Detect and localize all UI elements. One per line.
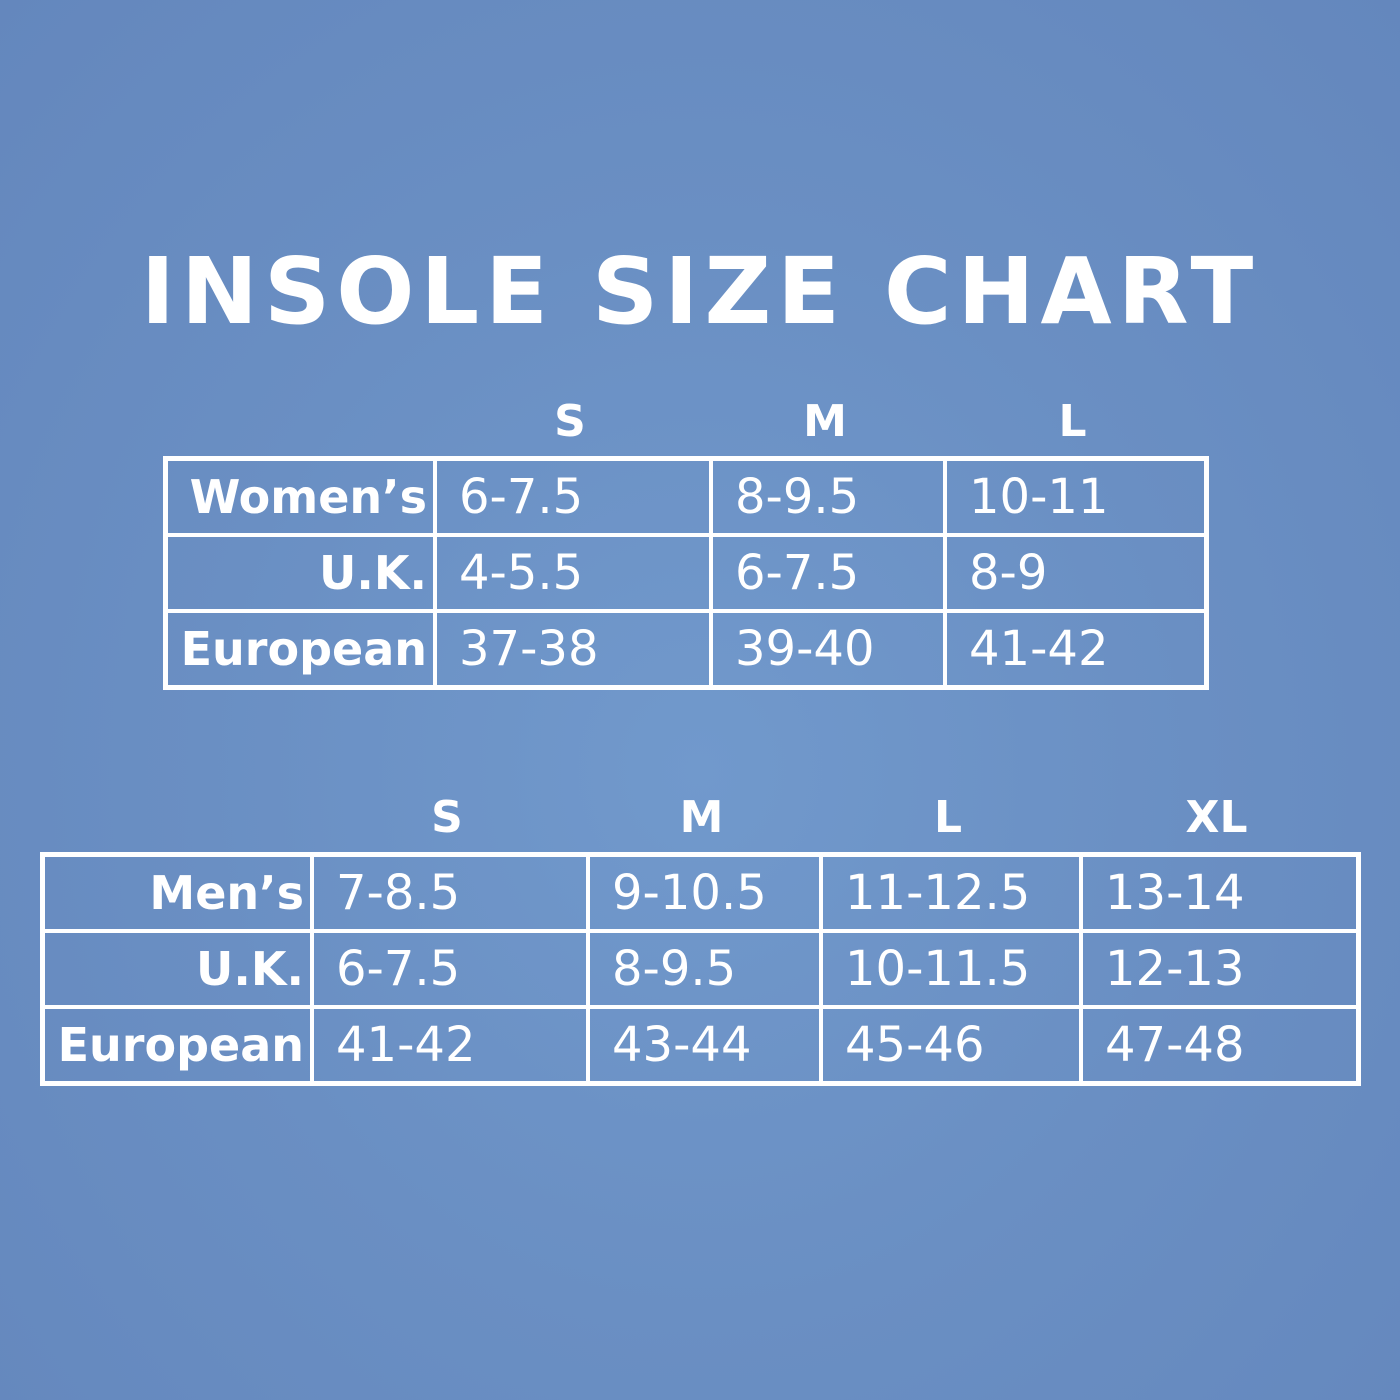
size-table-block: S M L XL Men’s 7-8.5 9-10.5 11-12.5 13-14 U.K. 6-7… bbox=[40, 792, 1361, 1086]
size-table-block: S M L Women’s 6-7.5 8-9.5 10-11 U.K. 4-5.5 6-7.5 8… bbox=[163, 396, 1209, 690]
row-label: European bbox=[43, 1007, 312, 1083]
size-cell: 41-42 bbox=[945, 611, 1206, 687]
column-headers: S M L XL bbox=[40, 792, 1361, 852]
size-row: European 41-42 43-44 45-46 47-48 bbox=[43, 1007, 1358, 1083]
size-cell: 37-38 bbox=[435, 611, 711, 687]
size-cell: 6-7.5 bbox=[711, 535, 945, 611]
size-cell: 9-10.5 bbox=[588, 855, 821, 931]
row-label: U.K. bbox=[166, 535, 435, 611]
size-row: European 37-38 39-40 41-42 bbox=[166, 611, 1206, 687]
size-cell: 11-12.5 bbox=[821, 855, 1081, 931]
size-cell: 8-9.5 bbox=[711, 459, 945, 535]
row-label: Women’s bbox=[166, 459, 435, 535]
column-header: M bbox=[803, 396, 847, 447]
size-cell: 47-48 bbox=[1081, 1007, 1358, 1083]
size-cell: 4-5.5 bbox=[435, 535, 711, 611]
title: INSOLE SIZE CHART bbox=[140, 238, 1260, 345]
size-cell: 10-11.5 bbox=[821, 931, 1081, 1007]
size-cell: 8-9.5 bbox=[588, 931, 821, 1007]
size-cell: 39-40 bbox=[711, 611, 945, 687]
column-header: XL bbox=[1185, 792, 1248, 843]
column-header: L bbox=[1058, 396, 1087, 447]
size-table: Women’s 6-7.5 8-9.5 10-11 U.K. 4-5.5 6-7.5 8-9 E… bbox=[163, 456, 1209, 690]
size-cell: 41-42 bbox=[312, 1007, 588, 1083]
size-cell: 8-9 bbox=[945, 535, 1206, 611]
size-cell: 6-7.5 bbox=[435, 459, 711, 535]
row-label: Men’s bbox=[43, 855, 312, 931]
size-table: Men’s 7-8.5 9-10.5 11-12.5 13-14 U.K. 6-7.5 8-9… bbox=[40, 852, 1361, 1086]
size-row: Men’s 7-8.5 9-10.5 11-12.5 13-14 bbox=[43, 855, 1358, 931]
size-row: Women’s 6-7.5 8-9.5 10-11 bbox=[166, 459, 1206, 535]
size-row: U.K. 4-5.5 6-7.5 8-9 bbox=[166, 535, 1206, 611]
row-label: European bbox=[166, 611, 435, 687]
size-cell: 43-44 bbox=[588, 1007, 821, 1083]
column-header: S bbox=[431, 792, 463, 843]
size-cell: 10-11 bbox=[945, 459, 1206, 535]
size-cell: 12-13 bbox=[1081, 931, 1358, 1007]
size-cell: 13-14 bbox=[1081, 855, 1358, 931]
column-header: M bbox=[679, 792, 724, 843]
size-row: U.K. 6-7.5 8-9.5 10-11.5 12-13 bbox=[43, 931, 1358, 1007]
column-header: S bbox=[554, 396, 586, 447]
column-header: L bbox=[933, 792, 963, 843]
size-cell: 6-7.5 bbox=[312, 931, 588, 1007]
size-cell: 45-46 bbox=[821, 1007, 1081, 1083]
size-cell: 7-8.5 bbox=[312, 855, 588, 931]
row-label: U.K. bbox=[43, 931, 312, 1007]
